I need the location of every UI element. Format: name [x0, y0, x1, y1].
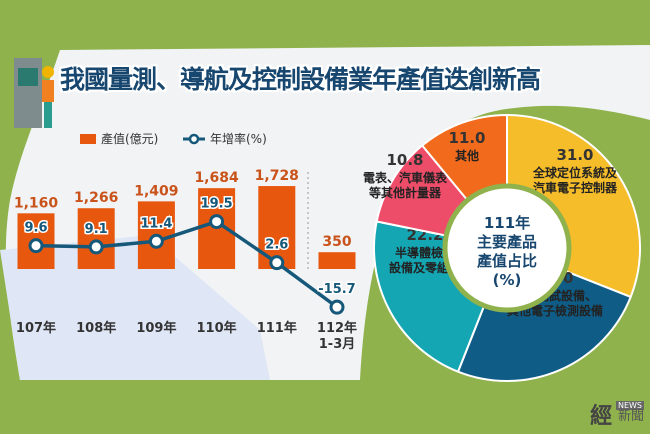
donut-center-label: 111年 [484, 214, 530, 232]
growth-label: -15.7 [318, 282, 355, 297]
x-tick-label: 111年 [257, 320, 297, 336]
slice-value-label: 10.8 [386, 151, 423, 169]
growth-line [35, 219, 339, 309]
watermark: 經 NEWS 新聞 [590, 398, 644, 430]
x-tick-label: 1-3月 [319, 337, 356, 352]
bar-value-label: 1,409 [134, 183, 178, 199]
slice-name-label: 設備及零組件 [389, 260, 461, 275]
growth-label: 9.6 [24, 221, 47, 236]
growth-point [88, 239, 104, 255]
chart-title: 我國量測、導航及控制設備業年產值迭創新高 [60, 65, 541, 94]
x-tick-label: 112年 [317, 320, 357, 336]
legend-line-label: 年增率(%) [210, 132, 267, 146]
bar-value-label: 1,160 [14, 195, 59, 211]
bar-value-label: 1,728 [255, 168, 299, 184]
watermark-news: NEWS [615, 401, 644, 410]
legend-bar-label: 產值(億元) [101, 132, 159, 146]
growth-point [148, 233, 164, 249]
x-tick-label: 109年 [136, 320, 176, 336]
growth-point [269, 255, 285, 271]
x-tick-label: 107年 [16, 320, 56, 336]
slice-name-label: 其他 [455, 148, 479, 163]
legend-line: 年增率(%) [183, 130, 267, 147]
bar [77, 208, 115, 269]
worker-illustration [14, 58, 54, 128]
slice-value-label: 11.0 [448, 129, 485, 147]
bar-value-label: 350 [322, 234, 351, 250]
river [0, 235, 270, 380]
watermark-text: 新聞 [617, 409, 644, 424]
x-tick-label: 108年 [76, 320, 116, 336]
slice-name-label: 電表、汽車儀表 [363, 170, 448, 185]
slice-name-label: 全球定位系統及 [532, 165, 618, 180]
x-tick-label: 110年 [197, 320, 237, 336]
growth-label: 11.4 [140, 216, 172, 231]
slice-name-label: 汽車電子控制器 [533, 180, 618, 195]
growth-point [209, 214, 225, 230]
growth-point [28, 238, 44, 254]
slice-name-label: 半導體檢測 [395, 245, 455, 260]
donut-center-label: 主要產品 [477, 233, 537, 251]
growth-label: 19.5 [201, 197, 233, 212]
bar-value-label: 1,266 [74, 190, 118, 206]
line-marker-icon [183, 133, 205, 144]
legend-bar: 產值(億元) [80, 130, 158, 147]
growth-label: 2.6 [265, 238, 288, 253]
donut-center-label: 產值占比 [476, 252, 537, 270]
donut-center [442, 183, 572, 313]
watermark-logo: 經 [590, 404, 613, 429]
slice-name-label: 等其他計量器 [368, 185, 442, 200]
bar-swatch [80, 133, 96, 144]
donut-center-label: (%) [493, 271, 522, 289]
slice-value-label: 31.0 [556, 146, 593, 164]
growth-label: 9.1 [85, 222, 108, 237]
bar [318, 252, 356, 269]
bar-value-label: 1,684 [194, 170, 239, 186]
growth-point [329, 299, 345, 315]
